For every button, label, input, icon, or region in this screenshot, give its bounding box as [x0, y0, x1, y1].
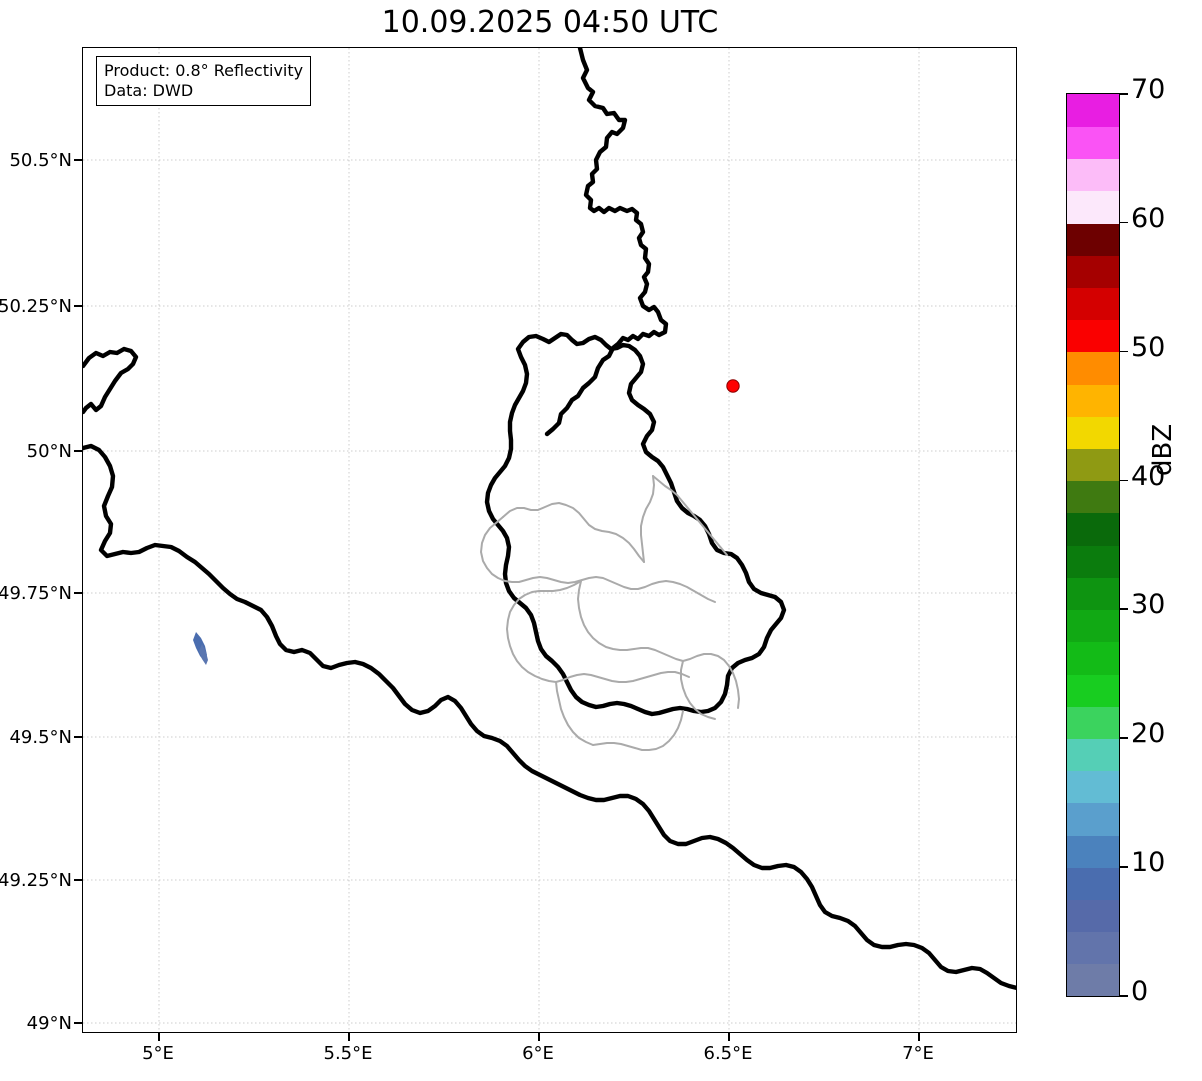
colorbar-segment-52.5-55 — [1067, 287, 1119, 321]
ytick-label-50: 50°N — [26, 441, 72, 462]
page-title: 10.09.2025 04:50 UTC — [381, 5, 719, 40]
xtick-label-6e: 6°E — [522, 1043, 554, 1064]
colorbar-segment-20-22.5 — [1067, 706, 1119, 739]
colorbar-segment-47.5-50 — [1067, 351, 1119, 385]
ytick-label-49-25: 49.25°N — [0, 870, 72, 891]
xtick-label-5-5e: 5.5°E — [323, 1043, 373, 1064]
xtick-label-5e: 5°E — [142, 1043, 174, 1064]
colorbar-label-60: 60 — [1131, 202, 1166, 234]
ytick-mark-49.75 — [74, 592, 82, 594]
colorbar[interactable] — [1066, 93, 1120, 997]
colorbar-tick-50 — [1120, 350, 1128, 353]
info-product-line: Product: 0.8° Reflectivity — [104, 61, 304, 80]
ytick-label-49: 49°N — [26, 1013, 72, 1034]
colorbar-segment-32.5-35 — [1067, 545, 1119, 578]
ytick-label-50-5: 50.5°N — [9, 150, 72, 171]
colorbar-segment-42.5-45 — [1067, 416, 1119, 450]
xtick-mark-7 — [918, 1033, 920, 1041]
colorbar-segment-67.5-70 — [1067, 94, 1119, 127]
colorbar-segment-10-12.5 — [1067, 834, 1119, 868]
colorbar-axis-title: dBZ — [1148, 423, 1178, 476]
colorbar-segment-22.5-25 — [1067, 673, 1119, 707]
border-luxembourg — [484, 331, 787, 717]
ytick-mark-50.25 — [74, 305, 82, 307]
colorbar-segment-30-32.5 — [1067, 577, 1119, 611]
xtick-label-6-5e: 6.5°E — [703, 1043, 753, 1064]
radar-station-marker[interactable] — [726, 379, 740, 393]
colorbar-segment-27.5-30 — [1067, 609, 1119, 643]
colorbar-tick-60 — [1120, 221, 1128, 224]
colorbar-segment-65-67.5 — [1067, 126, 1119, 160]
colorbar-segment-40-42.5 — [1067, 448, 1119, 482]
info-box: Product: 0.8° Reflectivity Data: DWD — [96, 56, 312, 106]
colorbar-label-10: 10 — [1131, 847, 1166, 879]
colorbar-segment-50-52.5 — [1067, 319, 1119, 353]
colorbar-tick-20 — [1120, 737, 1128, 739]
xtick-mark-6 — [538, 1033, 540, 1041]
colorbar-segment-55-57.5 — [1067, 255, 1119, 288]
ytick-label-49-75: 49.75°N — [0, 583, 72, 604]
border-france-belgium-west — [83, 443, 1016, 991]
colorbar-label-20: 20 — [1131, 718, 1166, 750]
reflectivity-echo — [193, 632, 208, 665]
colorbar-tick-10 — [1120, 866, 1128, 868]
xtick-mark-5 — [158, 1033, 160, 1041]
border-belgium-germany — [544, 48, 669, 437]
colorbar-label-30: 30 — [1131, 589, 1166, 621]
ytick-mark-50.5 — [74, 159, 82, 161]
colorbar-tick-70 — [1120, 93, 1128, 95]
ytick-label-50-25: 50.25°N — [0, 296, 72, 317]
border-belgium-france-northwest — [83, 346, 139, 415]
colorbar-segment-15-17.5 — [1067, 770, 1119, 804]
xtick-mark-5.5 — [348, 1033, 350, 1041]
colorbar-segment-7.5-10 — [1067, 867, 1119, 901]
colorbar-segment-45-47.5 — [1067, 383, 1119, 417]
ytick-mark-50 — [74, 450, 82, 452]
xtick-mark-6.5 — [728, 1033, 730, 1041]
colorbar-segment-17.5-20 — [1067, 738, 1119, 772]
ytick-mark-49.25 — [74, 879, 82, 881]
colorbar-tick-30 — [1120, 608, 1128, 611]
colorbar-segment-57.5-60 — [1067, 222, 1119, 256]
xtick-label-7e: 7°E — [902, 1043, 934, 1064]
colorbar-segment-25-27.5 — [1067, 641, 1119, 675]
colorbar-segment-5-7.5 — [1067, 899, 1119, 933]
colorbar-segment-2.5-5 — [1067, 931, 1119, 965]
colorbar-label-0: 0 — [1131, 976, 1149, 1007]
gridlines — [83, 48, 1016, 1032]
colorbar-segment-35-37.5 — [1067, 512, 1119, 546]
colorbar-segment-12.5-15 — [1067, 802, 1119, 836]
ytick-mark-49.5 — [74, 736, 82, 738]
colorbar-segment-62.5-65 — [1067, 158, 1119, 192]
luxembourg-internal-boundaries — [480, 475, 740, 751]
colorbar-segment-37.5-40 — [1067, 480, 1119, 514]
colorbar-segment-60-62.5 — [1067, 190, 1119, 224]
colorbar-tick-0 — [1120, 995, 1128, 997]
colorbar-label-50: 50 — [1131, 331, 1166, 363]
colorbar-segment-0-2.5 — [1067, 963, 1119, 996]
map-canvas — [83, 48, 1016, 1032]
colorbar-label-40: 40 — [1131, 460, 1166, 492]
info-data-line: Data: DWD — [104, 80, 194, 100]
ytick-label-49-5: 49.5°N — [9, 727, 72, 748]
map-plot-area[interactable] — [82, 47, 1017, 1033]
colorbar-tick-40 — [1120, 479, 1128, 482]
ytick-mark-49 — [74, 1022, 82, 1024]
colorbar-label-70: 70 — [1131, 74, 1166, 105]
